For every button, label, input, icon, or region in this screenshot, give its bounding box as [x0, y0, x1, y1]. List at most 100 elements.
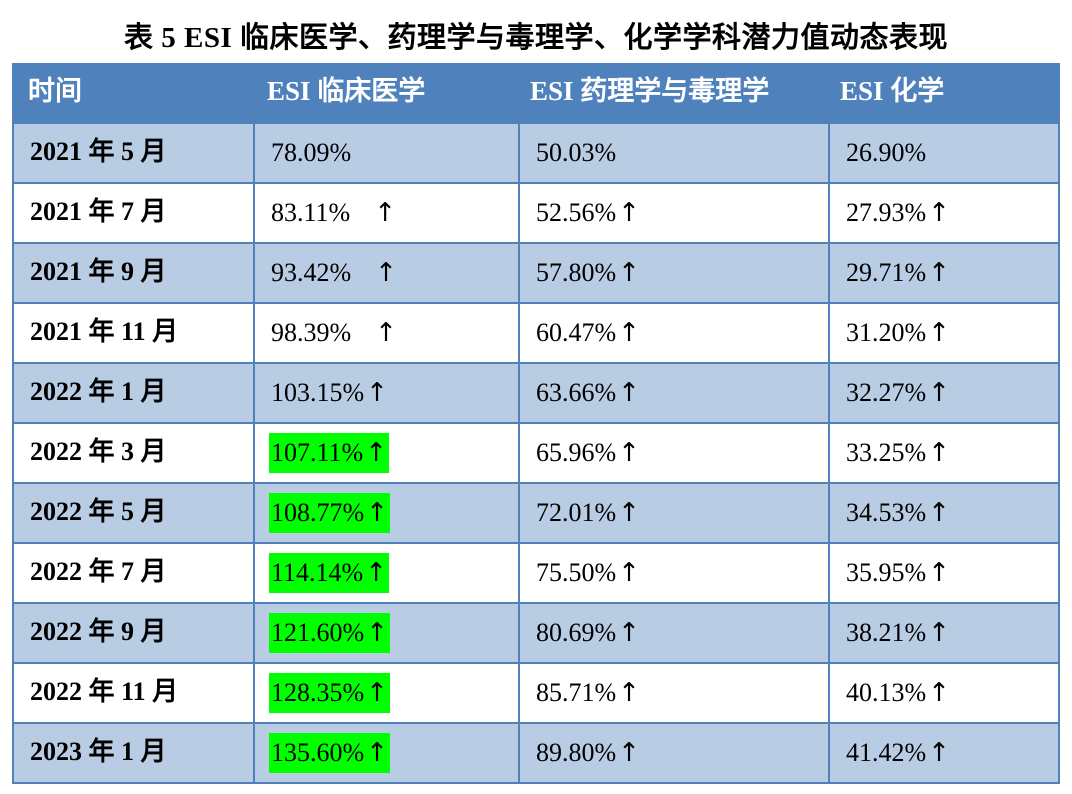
clinical-medicine-cell: 78.09%: [253, 124, 518, 182]
date-cell: 2022 年 9 月: [14, 604, 251, 662]
table-row: 2021 年 11 月 98.39% ↑ 60.47%↑ 31.20%↑: [14, 302, 1058, 362]
up-arrow-icon: ↑: [366, 618, 388, 648]
chemistry-value: 32.27%: [846, 378, 927, 407]
pharmacology-toxicology-cell: 63.66%↑: [518, 364, 828, 422]
pharmacology-toxicology-value: 63.66%: [536, 378, 617, 407]
up-arrow-icon: ↑: [928, 258, 950, 288]
up-arrow-icon: ↑: [366, 738, 388, 768]
date-cell: 2022 年 3 月: [14, 424, 251, 482]
date-cell: 2021 年 9 月: [14, 244, 251, 302]
pharmacology-toxicology-value-box: 52.56%↑: [534, 193, 642, 233]
pharmacology-toxicology-value: 85.71%: [536, 678, 617, 707]
clinical-medicine-cell: 128.35%↑: [253, 664, 518, 722]
date-cell: 2023 年 1 月: [14, 724, 251, 782]
up-arrow-icon: ↑: [618, 258, 640, 288]
header-pharmacology-toxicology: ESI 药理学与毒理学: [530, 76, 770, 106]
chemistry-value-box: 26.90%: [844, 133, 928, 173]
up-arrow-icon: ↑: [366, 678, 388, 708]
date-label: 2022 年 3 月: [30, 437, 167, 466]
clinical-medicine-value: 107.11%: [271, 438, 364, 467]
table-row: 2023 年 1 月 135.60%↑ 89.80%↑ 41.42%↑: [14, 722, 1058, 782]
clinical-medicine-value-box: 121.60%↑: [269, 613, 390, 653]
up-arrow-icon: ↑: [618, 738, 640, 768]
pharmacology-toxicology-value-box: 65.96%↑: [534, 433, 642, 473]
clinical-medicine-value-box: 108.77%↑: [269, 493, 390, 533]
table-row: 2022 年 11 月 128.35%↑ 85.71%↑ 40.13%↑: [14, 662, 1058, 722]
clinical-medicine-value-box: 128.35%↑: [269, 673, 390, 713]
table-row: 2021 年 5 月 78.09% 50.03% 26.90%: [14, 122, 1058, 182]
date-label: 2021 年 7 月: [30, 197, 167, 226]
up-arrow-icon: ↑: [365, 558, 387, 588]
up-arrow-icon: ↑: [618, 558, 640, 588]
clinical-medicine-cell: 108.77%↑: [253, 484, 518, 542]
clinical-medicine-value-box: 107.11%↑: [269, 433, 389, 473]
up-arrow-icon: ↑: [375, 318, 397, 348]
table-body: 2021 年 5 月 78.09% 50.03% 26.90% 2021 年 7 月 83…: [12, 122, 1060, 784]
clinical-medicine-value-box: 83.11% ↑: [269, 193, 398, 233]
pharmacology-toxicology-cell: 65.96%↑: [518, 424, 828, 482]
pharmacology-toxicology-cell: 72.01%↑: [518, 484, 828, 542]
date-cell: 2022 年 11 月: [14, 664, 251, 722]
pharmacology-toxicology-cell: 89.80%↑: [518, 724, 828, 782]
pharmacology-toxicology-cell: 52.56%↑: [518, 184, 828, 242]
chemistry-value-box: 27.93%↑: [844, 193, 952, 233]
chemistry-cell: 35.95%↑: [828, 544, 1060, 602]
up-arrow-icon: ↑: [366, 498, 388, 528]
up-arrow-icon: ↑: [618, 678, 640, 708]
chemistry-cell: 33.25%↑: [828, 424, 1060, 482]
table-title: 表 5 ESI 临床医学、药理学与毒理学、化学学科潜力值动态表现: [123, 22, 948, 54]
pharmacology-toxicology-value-box: 85.71%↑: [534, 673, 642, 713]
date-cell: 2022 年 7 月: [14, 544, 251, 602]
up-arrow-icon: ↑: [366, 378, 388, 408]
pharmacology-toxicology-value-box: 60.47%↑: [534, 313, 642, 353]
chemistry-value-box: 35.95%↑: [844, 553, 952, 593]
header-chemistry: ESI 化学: [840, 76, 945, 106]
clinical-medicine-value: 121.60%: [271, 618, 365, 647]
date-label: 2022 年 1 月: [30, 377, 167, 406]
chemistry-value-box: 33.25%↑: [844, 433, 952, 473]
chemistry-value: 34.53%: [846, 498, 927, 527]
pharmacology-toxicology-value: 65.96%: [536, 438, 617, 467]
pharmacology-toxicology-value-box: 89.80%↑: [534, 733, 642, 773]
date-cell: 2021 年 7 月: [14, 184, 251, 242]
pharmacology-toxicology-cell: 80.69%↑: [518, 604, 828, 662]
chemistry-value: 31.20%: [846, 318, 927, 347]
up-arrow-icon: ↑: [618, 498, 640, 528]
pharmacology-toxicology-cell: 60.47%↑: [518, 304, 828, 362]
clinical-medicine-value: 103.15%: [271, 378, 365, 407]
date-label: 2022 年 7 月: [30, 557, 167, 586]
chemistry-value: 33.25%: [846, 438, 927, 467]
pharmacology-toxicology-cell: 50.03%: [518, 124, 828, 182]
pharmacology-toxicology-value-box: 72.01%↑: [534, 493, 642, 533]
clinical-medicine-value: 135.60%: [271, 738, 365, 767]
up-arrow-icon: ↑: [928, 198, 950, 228]
clinical-medicine-value: 78.09%: [271, 138, 352, 167]
pharmacology-toxicology-value: 75.50%: [536, 558, 617, 587]
clinical-medicine-value: 98.39%: [271, 318, 352, 347]
chemistry-value-box: 40.13%↑: [844, 673, 952, 713]
clinical-medicine-cell: 114.14%↑: [253, 544, 518, 602]
date-label: 2021 年 9 月: [30, 257, 167, 286]
chemistry-cell: 26.90%: [828, 124, 1060, 182]
date-label: 2023 年 1 月: [30, 737, 167, 766]
clinical-medicine-value: 83.11%: [271, 198, 351, 227]
table-row: 2022 年 7 月 114.14%↑ 75.50%↑ 35.95%↑: [14, 542, 1058, 602]
clinical-medicine-cell: 98.39% ↑: [253, 304, 518, 362]
table-header-row: 时间 ESI 临床医学 ESI 药理学与毒理学 ESI 化学: [12, 63, 1060, 122]
up-arrow-icon: ↑: [618, 318, 640, 348]
pharmacology-toxicology-cell: 85.71%↑: [518, 664, 828, 722]
clinical-medicine-cell: 83.11% ↑: [253, 184, 518, 242]
date-label: 2021 年 11 月: [30, 317, 179, 346]
esi-potential-table: 时间 ESI 临床医学 ESI 药理学与毒理学 ESI 化学 2021 年 5 …: [12, 63, 1060, 784]
pharmacology-toxicology-value: 52.56%: [536, 198, 617, 227]
pharmacology-toxicology-value-box: 75.50%↑: [534, 553, 642, 593]
chemistry-cell: 29.71%↑: [828, 244, 1060, 302]
chemistry-value-box: 34.53%↑: [844, 493, 952, 533]
chemistry-value-box: 29.71%↑: [844, 253, 952, 293]
up-arrow-icon: ↑: [928, 438, 950, 468]
table-row: 2022 年 1 月 103.15%↑ 63.66%↑ 32.27%↑: [14, 362, 1058, 422]
chemistry-cell: 34.53%↑: [828, 484, 1060, 542]
clinical-medicine-value-box: 114.14%↑: [269, 553, 389, 593]
table-row: 2021 年 9 月 93.42% ↑ 57.80%↑ 29.71%↑: [14, 242, 1058, 302]
chemistry-value: 35.95%: [846, 558, 927, 587]
